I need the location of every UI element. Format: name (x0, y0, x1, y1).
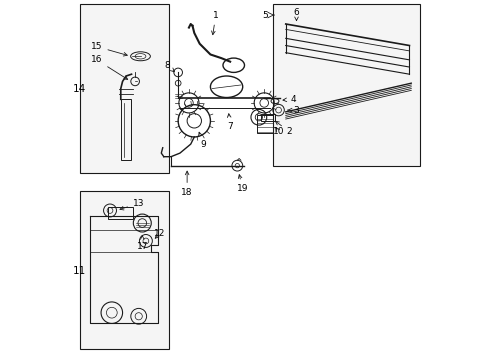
Bar (257, 116, 273, 134)
Text: 5: 5 (262, 10, 267, 19)
Text: 8: 8 (164, 61, 174, 72)
Text: 3: 3 (287, 105, 299, 114)
Bar (121, 99, 131, 160)
Text: 10: 10 (272, 127, 284, 136)
Text: 2: 2 (275, 121, 291, 136)
Bar (273, 4, 419, 166)
Text: 17: 17 (136, 236, 148, 251)
Bar (108, 207, 133, 220)
Text: 19: 19 (237, 175, 248, 193)
Text: 1: 1 (211, 10, 218, 35)
Text: 9: 9 (198, 132, 206, 149)
Text: 13: 13 (120, 199, 144, 210)
Text: 4: 4 (283, 95, 295, 104)
Text: 7: 7 (227, 114, 233, 131)
Text: 16: 16 (91, 55, 127, 80)
Text: 6: 6 (293, 8, 299, 21)
Text: 11: 11 (72, 266, 85, 276)
Bar (80, 191, 169, 348)
Bar (260, 114, 274, 121)
Text: 15: 15 (91, 42, 127, 56)
Text: 14: 14 (72, 84, 85, 94)
Bar (80, 4, 169, 173)
Text: 12: 12 (153, 229, 165, 238)
Text: 18: 18 (181, 171, 192, 197)
